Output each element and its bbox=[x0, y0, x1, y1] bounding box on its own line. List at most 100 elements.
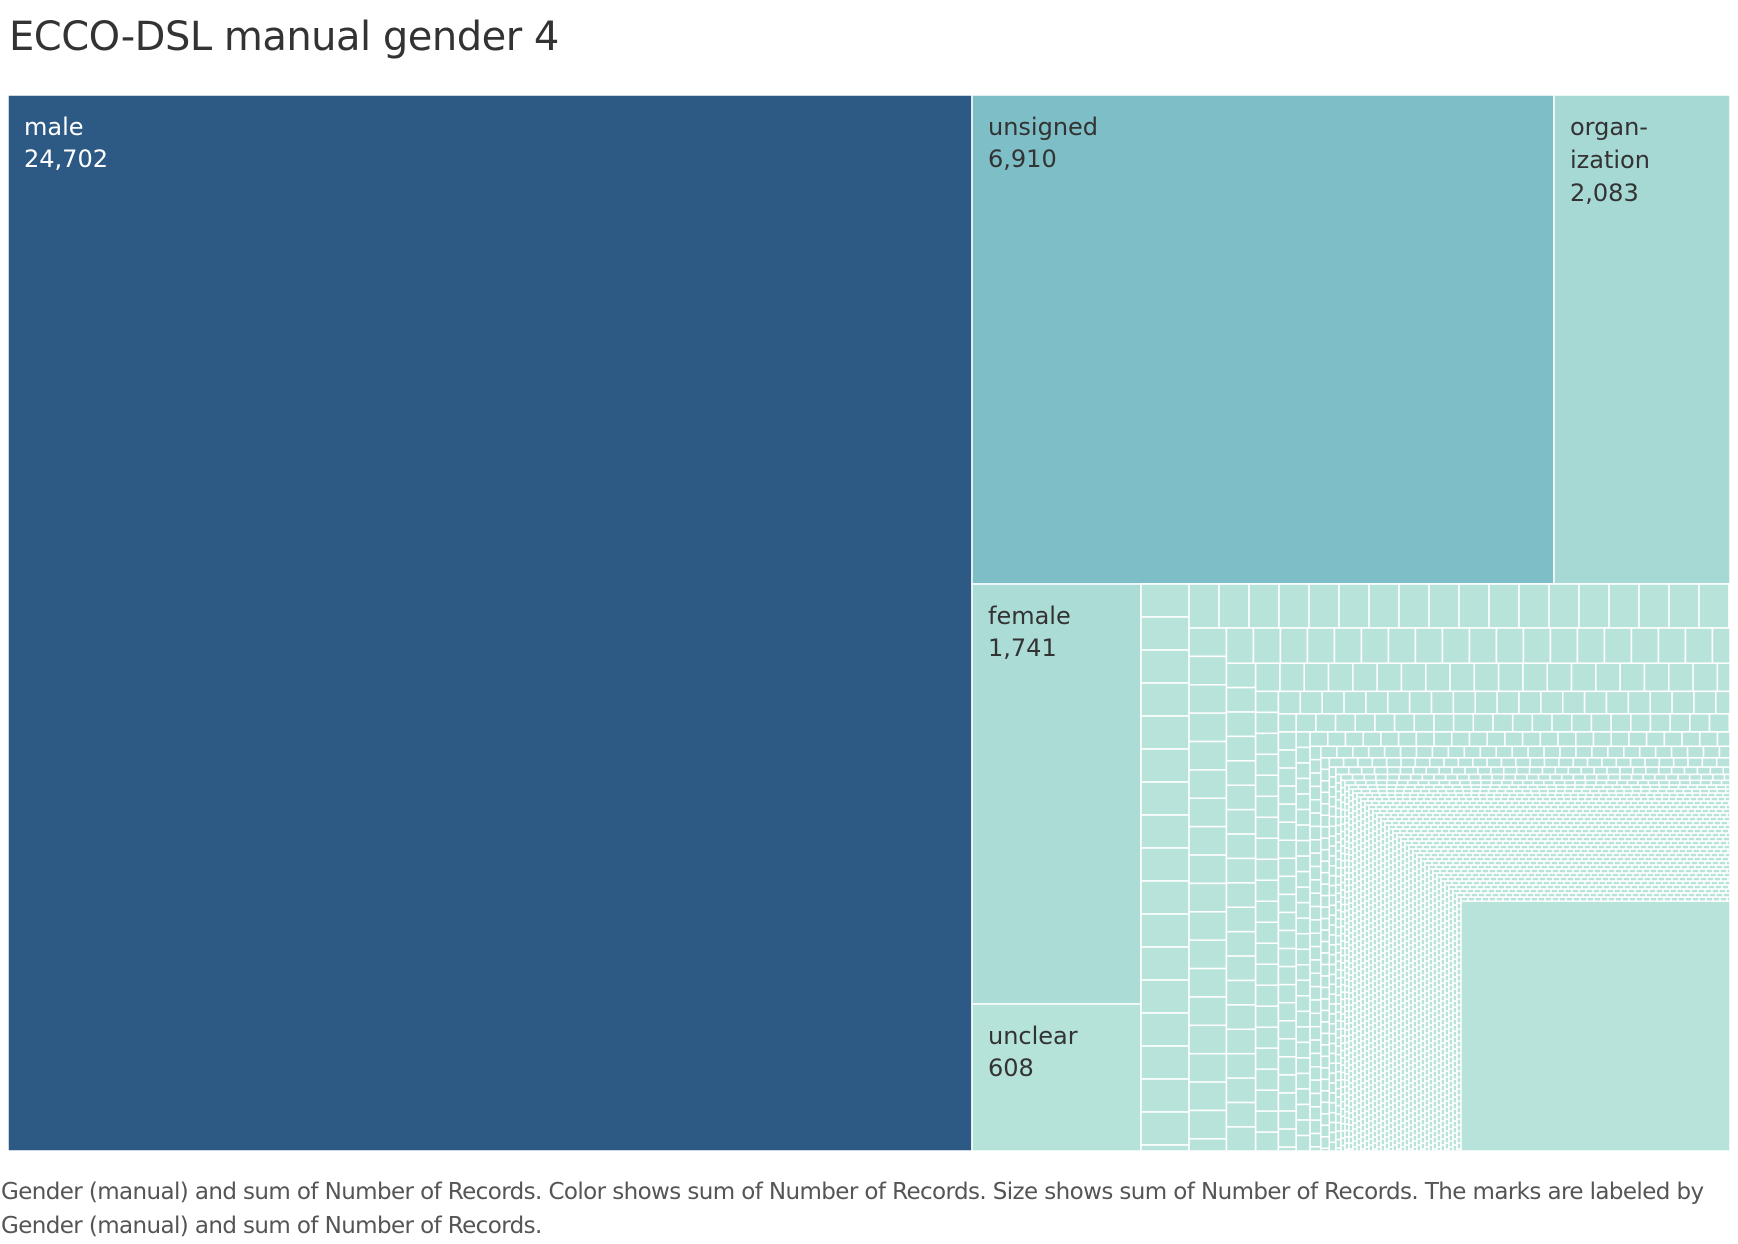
treemap-tail-cell bbox=[1320, 791, 1331, 805]
treemap-tail-cell bbox=[1140, 880, 1190, 915]
treemap-tail-cell bbox=[1340, 773, 1354, 782]
treemap-tail-cell bbox=[1595, 662, 1621, 693]
treemap-tail-cell bbox=[1225, 1052, 1257, 1079]
treemap-tail-cell bbox=[1515, 757, 1531, 768]
treemap-tail-cell bbox=[1360, 766, 1376, 776]
treemap-tail-cell bbox=[1309, 1039, 1322, 1055]
treemap-tail-cell bbox=[1309, 865, 1322, 881]
treemap-tail-cell bbox=[1335, 969, 1342, 980]
treemap-tail-cell bbox=[1188, 825, 1228, 856]
treemap-tail-cell bbox=[1248, 583, 1280, 629]
treemap-tail-cell bbox=[1295, 1103, 1311, 1121]
treemap-tail-cell bbox=[1295, 886, 1311, 904]
treemap-tail-cell bbox=[1623, 745, 1641, 759]
treemap-tail-cell bbox=[1558, 757, 1574, 768]
treemap-tail-cell bbox=[1456, 980, 1462, 988]
treemap-tail-cell bbox=[1452, 713, 1475, 733]
treemap-tail-cell bbox=[1299, 690, 1323, 715]
treemap-tail-cell bbox=[1328, 1121, 1337, 1134]
treemap-tail-cell bbox=[1412, 766, 1428, 776]
treemap-tail-cell bbox=[1335, 994, 1342, 1005]
treemap-tail-cell bbox=[1277, 1020, 1297, 1040]
treemap-tail-cell bbox=[1521, 731, 1542, 748]
treemap-tail-cell bbox=[1630, 773, 1644, 782]
treemap-tail-cell bbox=[1451, 766, 1466, 776]
treemap-tail-cell bbox=[1672, 757, 1689, 768]
treemap-tail-cell bbox=[1504, 731, 1524, 748]
treemap-tail-cell bbox=[1561, 690, 1586, 715]
treemap-tail-cell bbox=[1309, 785, 1322, 801]
treemap-tail-cell bbox=[1320, 745, 1338, 759]
treemap-tail-cell bbox=[1320, 963, 1331, 977]
treemap-tail-cell bbox=[1335, 960, 1342, 971]
treemap-tail-cell bbox=[1464, 766, 1479, 776]
treemap-tail-cell bbox=[1444, 773, 1458, 782]
treemap-tail-cell bbox=[1559, 745, 1577, 759]
treemap-tail-cell bbox=[1677, 896, 1686, 902]
treemap-tail-cell bbox=[1309, 852, 1322, 868]
treemap-tail-cell bbox=[1254, 858, 1280, 882]
treemap-tail-cell bbox=[1225, 1077, 1257, 1104]
treemap-tail-cell bbox=[1683, 766, 1699, 776]
treemap-tail-cell bbox=[1295, 777, 1311, 795]
treemap-tail-cell bbox=[1335, 816, 1342, 827]
treemap-tail-cell bbox=[1328, 1111, 1337, 1124]
treemap-tail-cell bbox=[1360, 627, 1390, 664]
treemap-tail-cell bbox=[1518, 583, 1550, 629]
treemap-tail-cell bbox=[1335, 1087, 1342, 1098]
treemap-tail-cell bbox=[1630, 713, 1652, 733]
treemap-cell-organization bbox=[1553, 94, 1731, 585]
treemap-tail-cell bbox=[1254, 984, 1280, 1007]
treemap-tail-cell bbox=[1530, 896, 1539, 902]
treemap-tail-cell bbox=[1335, 926, 1342, 937]
treemap-tail-cell bbox=[1188, 797, 1228, 828]
treemap-tail-cell bbox=[1456, 1106, 1462, 1114]
treemap-tail-cell bbox=[1320, 1009, 1331, 1023]
treemap-tail-cell bbox=[1335, 1062, 1342, 1073]
treemap-tail-cell bbox=[1728, 713, 1731, 733]
treemap-tail-cell bbox=[1295, 870, 1311, 888]
treemap-tail-cell bbox=[1509, 896, 1518, 902]
treemap-tail-cells bbox=[1140, 583, 1731, 1152]
treemap-tail-cell bbox=[1335, 986, 1342, 997]
treemap-tail-cell bbox=[1716, 662, 1731, 693]
treemap-tail-cell bbox=[1551, 713, 1573, 733]
treemap-tail-cell bbox=[1452, 690, 1477, 715]
treemap-tail-cell bbox=[1540, 690, 1564, 715]
treemap-tail-cell bbox=[1320, 871, 1331, 885]
treemap-tail-cell bbox=[1456, 968, 1462, 976]
treemap-tail-cell bbox=[1638, 745, 1657, 759]
treemap-tail-cell bbox=[1309, 985, 1322, 1001]
treemap-tail-cell bbox=[1456, 1088, 1462, 1096]
treemap-tail-cell bbox=[1328, 757, 1345, 768]
treemap-tail-cell bbox=[1277, 1128, 1297, 1148]
treemap-tail-cell bbox=[1254, 963, 1280, 986]
treemap-chart: male 24,702 unsigned 6,910 organ-ization 2,08… bbox=[7, 94, 1731, 1152]
treemap-tail-cell bbox=[1188, 1024, 1228, 1055]
treemap-tail-cell bbox=[1644, 757, 1661, 768]
treemap-tail-cell bbox=[1565, 896, 1574, 902]
treemap-tail-cell bbox=[1351, 745, 1370, 759]
treemap-tail-cell bbox=[1668, 583, 1700, 629]
treemap-tail-cell bbox=[1320, 1101, 1331, 1115]
treemap-tail-cell bbox=[1188, 882, 1228, 913]
treemap-tail-cell bbox=[1254, 1005, 1280, 1028]
treemap-tail-cell bbox=[1398, 773, 1412, 782]
treemap-tail-cell bbox=[1606, 766, 1621, 776]
treemap-tail-cell bbox=[1188, 740, 1228, 771]
treemap-tail-cell bbox=[1638, 583, 1670, 629]
treemap-tail-cell bbox=[1414, 757, 1431, 768]
treemap-tail-cell bbox=[1561, 773, 1575, 782]
treemap-tail-cell bbox=[1295, 1134, 1311, 1152]
treemap-tail-cell bbox=[1303, 662, 1330, 693]
treemap-tail-cell bbox=[1254, 942, 1280, 965]
treemap-tail-cell bbox=[1320, 1044, 1331, 1058]
treemap-tail-cell bbox=[1306, 627, 1336, 664]
treemap-tail-cell bbox=[1328, 973, 1337, 986]
treemap-tail-cell bbox=[1277, 857, 1297, 878]
treemap-tail-cell bbox=[1278, 583, 1310, 629]
treemap-tail-cell bbox=[1722, 766, 1731, 776]
treemap-tail-cell bbox=[1456, 1094, 1462, 1102]
treemap-tail-cell bbox=[1254, 711, 1280, 735]
treemap-tail-cell bbox=[1328, 1023, 1337, 1035]
